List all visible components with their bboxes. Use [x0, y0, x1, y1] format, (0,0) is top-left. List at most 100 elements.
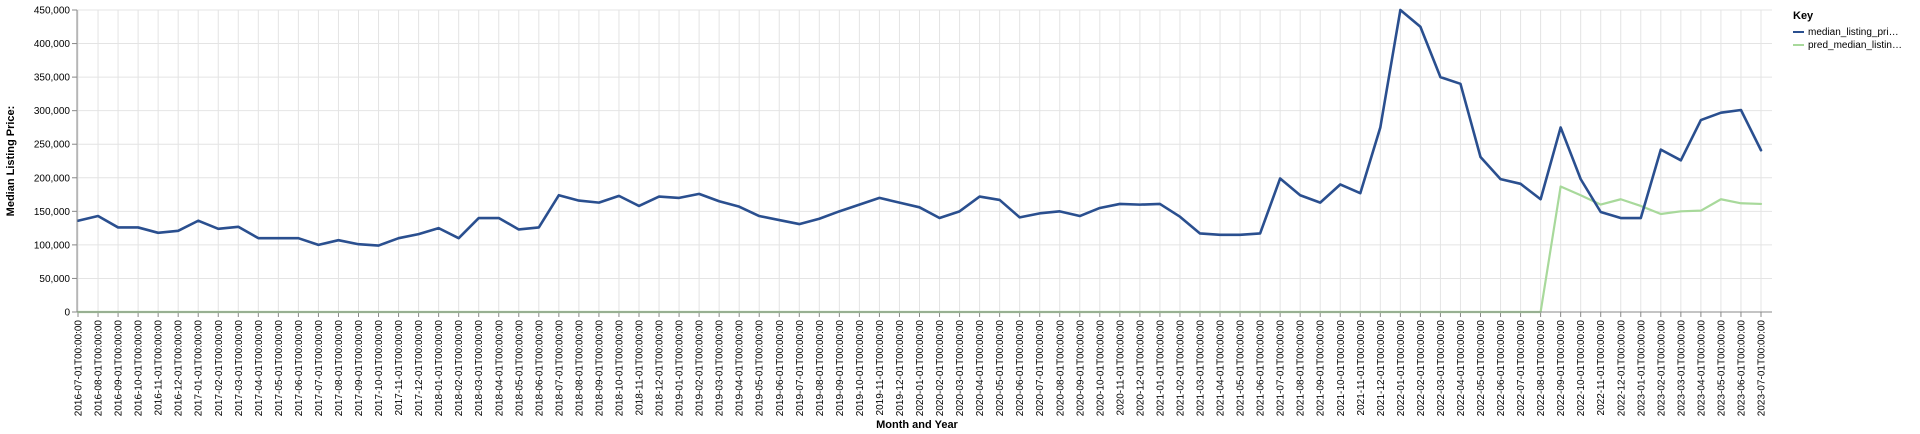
x-tick-label: 2020-03-01T00:00:00: [955, 320, 966, 417]
x-tick-label: 2021-01-01T00:00:00: [1155, 320, 1166, 417]
x-tick-label: 2023-01-01T00:00:00: [1636, 320, 1647, 417]
x-tick-label: 2018-10-01T00:00:00: [614, 320, 625, 417]
x-tick-label: 2017-02-01T00:00:00: [214, 320, 225, 417]
x-tick-label: 2019-04-01T00:00:00: [735, 320, 746, 417]
x-tick-label: 2019-12-01T00:00:00: [895, 320, 906, 417]
x-tick-label: 2018-11-01T00:00:00: [635, 320, 646, 416]
x-tick-label: 2020-06-01T00:00:00: [1015, 320, 1026, 417]
x-tick-label: 2020-01-01T00:00:00: [915, 320, 926, 417]
x-tick-label: 2023-02-01T00:00:00: [1656, 320, 1667, 417]
x-tick-label: 2022-07-01T00:00:00: [1516, 320, 1527, 417]
x-tick-label: 2020-02-01T00:00:00: [935, 320, 946, 417]
y-tick-label: 200,000: [34, 173, 71, 184]
x-tick-label: 2017-04-01T00:00:00: [254, 320, 265, 417]
x-tick-label: 2019-03-01T00:00:00: [715, 320, 726, 417]
x-tick-label: 2021-10-01T00:00:00: [1336, 320, 1347, 417]
x-tick-label: 2018-02-01T00:00:00: [454, 320, 465, 417]
x-tick-label: 2022-02-01T00:00:00: [1416, 320, 1427, 417]
x-tick-label: 2022-12-01T00:00:00: [1616, 320, 1627, 417]
x-tick-label: 2018-03-01T00:00:00: [474, 320, 485, 417]
x-tick-label: 2021-08-01T00:00:00: [1296, 320, 1307, 417]
x-tick-label: 2018-09-01T00:00:00: [594, 320, 605, 417]
x-tick-label: 2022-05-01T00:00:00: [1476, 320, 1487, 417]
x-tick-label: 2019-11-01T00:00:00: [875, 320, 886, 416]
x-tick-label: 2022-04-01T00:00:00: [1456, 320, 1467, 417]
x-tick-label: 2021-07-01T00:00:00: [1276, 320, 1287, 417]
x-tick-label: 2020-12-01T00:00:00: [1135, 320, 1146, 417]
x-tick-label: 2019-02-01T00:00:00: [695, 320, 706, 417]
x-tick-label: 2020-09-01T00:00:00: [1075, 320, 1086, 417]
legend: Key median_listing_pri… pred_median_list…: [1793, 10, 1902, 51]
x-tick-label: 2021-02-01T00:00:00: [1175, 320, 1186, 417]
x-tick-label: 2016-12-01T00:00:00: [174, 320, 185, 417]
x-tick-label: 2016-09-01T00:00:00: [114, 320, 125, 417]
x-tick-label: 2022-11-01T00:00:00: [1596, 320, 1607, 416]
y-tick-label: 250,000: [34, 140, 71, 151]
y-tick-label: 450,000: [34, 6, 71, 17]
x-tick-label: 2022-03-01T00:00:00: [1436, 320, 1447, 417]
x-tick-label: 2019-07-01T00:00:00: [795, 320, 806, 417]
grid-lines: [77, 9, 1772, 313]
x-tick-label: 2023-03-01T00:00:00: [1676, 320, 1687, 417]
x-tick-label: 2021-04-01T00:00:00: [1216, 320, 1227, 417]
x-tick-label: 2019-09-01T00:00:00: [835, 320, 846, 417]
x-tick-label: 2017-03-01T00:00:00: [234, 320, 245, 417]
x-tick-label: 2021-09-01T00:00:00: [1316, 320, 1327, 417]
x-tick-label: 2023-07-01T00:00:00: [1757, 320, 1768, 417]
series-line-median-listing-price: [76, 8, 1763, 247]
x-tick-label: 2019-01-01T00:00:00: [675, 320, 686, 417]
x-tick-label: 2020-04-01T00:00:00: [975, 320, 986, 417]
x-tick-label: 2018-01-01T00:00:00: [434, 320, 445, 417]
x-tick-label: 2017-05-01T00:00:00: [274, 320, 285, 417]
x-tick-label: 2019-08-01T00:00:00: [815, 320, 826, 417]
y-tick-label: 50,000: [39, 274, 70, 285]
y-tick-label: 350,000: [34, 73, 71, 84]
x-axis-ticks: 2016-07-01T00:00:00 2016-08-01T00:00:00 20…: [74, 312, 1768, 416]
x-tick-label: 2021-05-01T00:00:00: [1236, 320, 1247, 417]
x-tick-label: 2021-03-01T00:00:00: [1196, 320, 1207, 417]
x-tick-label: 2017-01-01T00:00:00: [194, 320, 205, 417]
x-tick-label: 2020-11-01T00:00:00: [1115, 320, 1126, 416]
x-tick-label: 2022-08-01T00:00:00: [1536, 320, 1547, 417]
x-tick-label: 2020-10-01T00:00:00: [1095, 320, 1106, 417]
x-tick-label: 2016-11-01T00:00:00: [154, 320, 165, 416]
x-tick-label: 2022-10-01T00:00:00: [1576, 320, 1587, 417]
x-tick-label: 2023-04-01T00:00:00: [1696, 320, 1707, 417]
x-tick-label: 2018-04-01T00:00:00: [494, 320, 505, 417]
legend-label-median: median_listing_pri…: [1808, 27, 1899, 38]
x-tick-label: 2016-07-01T00:00:00: [74, 320, 85, 417]
y-tick-label: 300,000: [34, 106, 71, 117]
y-axis-ticks: 0 50,000 100,000 150,000 200,000 250,000 300,0…: [34, 6, 77, 319]
legend-label-pred: pred_median_listin…: [1808, 40, 1902, 51]
x-tick-label: 2023-06-01T00:00:00: [1736, 320, 1747, 417]
y-axis-title: Median Listing Price:: [5, 106, 17, 217]
legend-title: Key: [1793, 10, 1814, 22]
x-tick-label: 2017-07-01T00:00:00: [314, 320, 325, 417]
x-tick-label: 2019-06-01T00:00:00: [775, 320, 786, 417]
x-tick-label: 2021-06-01T00:00:00: [1256, 320, 1267, 417]
x-tick-label: 2020-07-01T00:00:00: [1035, 320, 1046, 417]
y-tick-label: 400,000: [34, 39, 71, 50]
x-tick-label: 2022-09-01T00:00:00: [1556, 320, 1567, 417]
x-tick-label: 2017-06-01T00:00:00: [294, 320, 305, 417]
x-tick-label: 2020-05-01T00:00:00: [995, 320, 1006, 417]
x-tick-label: 2022-01-01T00:00:00: [1396, 320, 1407, 417]
x-tick-label: 2018-06-01T00:00:00: [534, 320, 545, 417]
x-tick-label: 2017-08-01T00:00:00: [334, 320, 345, 417]
x-tick-label: 2017-11-01T00:00:00: [394, 320, 405, 416]
x-tick-label: 2021-12-01T00:00:00: [1376, 320, 1387, 417]
x-tick-label: 2018-05-01T00:00:00: [514, 320, 525, 417]
x-tick-label: 2020-08-01T00:00:00: [1055, 320, 1066, 417]
x-axis-title: Month and Year: [876, 419, 958, 431]
x-tick-label: 2019-10-01T00:00:00: [855, 320, 866, 417]
y-tick-label: 100,000: [34, 240, 71, 251]
x-tick-label: 2018-08-01T00:00:00: [574, 320, 585, 417]
x-tick-label: 2021-11-01T00:00:00: [1356, 320, 1367, 416]
y-tick-label: 150,000: [34, 207, 71, 218]
x-tick-label: 2017-10-01T00:00:00: [374, 320, 385, 417]
x-tick-label: 2017-12-01T00:00:00: [414, 320, 425, 417]
x-tick-label: 2017-09-01T00:00:00: [354, 320, 365, 417]
x-tick-label: 2016-10-01T00:00:00: [134, 320, 145, 417]
x-tick-label: 2023-05-01T00:00:00: [1716, 320, 1727, 417]
